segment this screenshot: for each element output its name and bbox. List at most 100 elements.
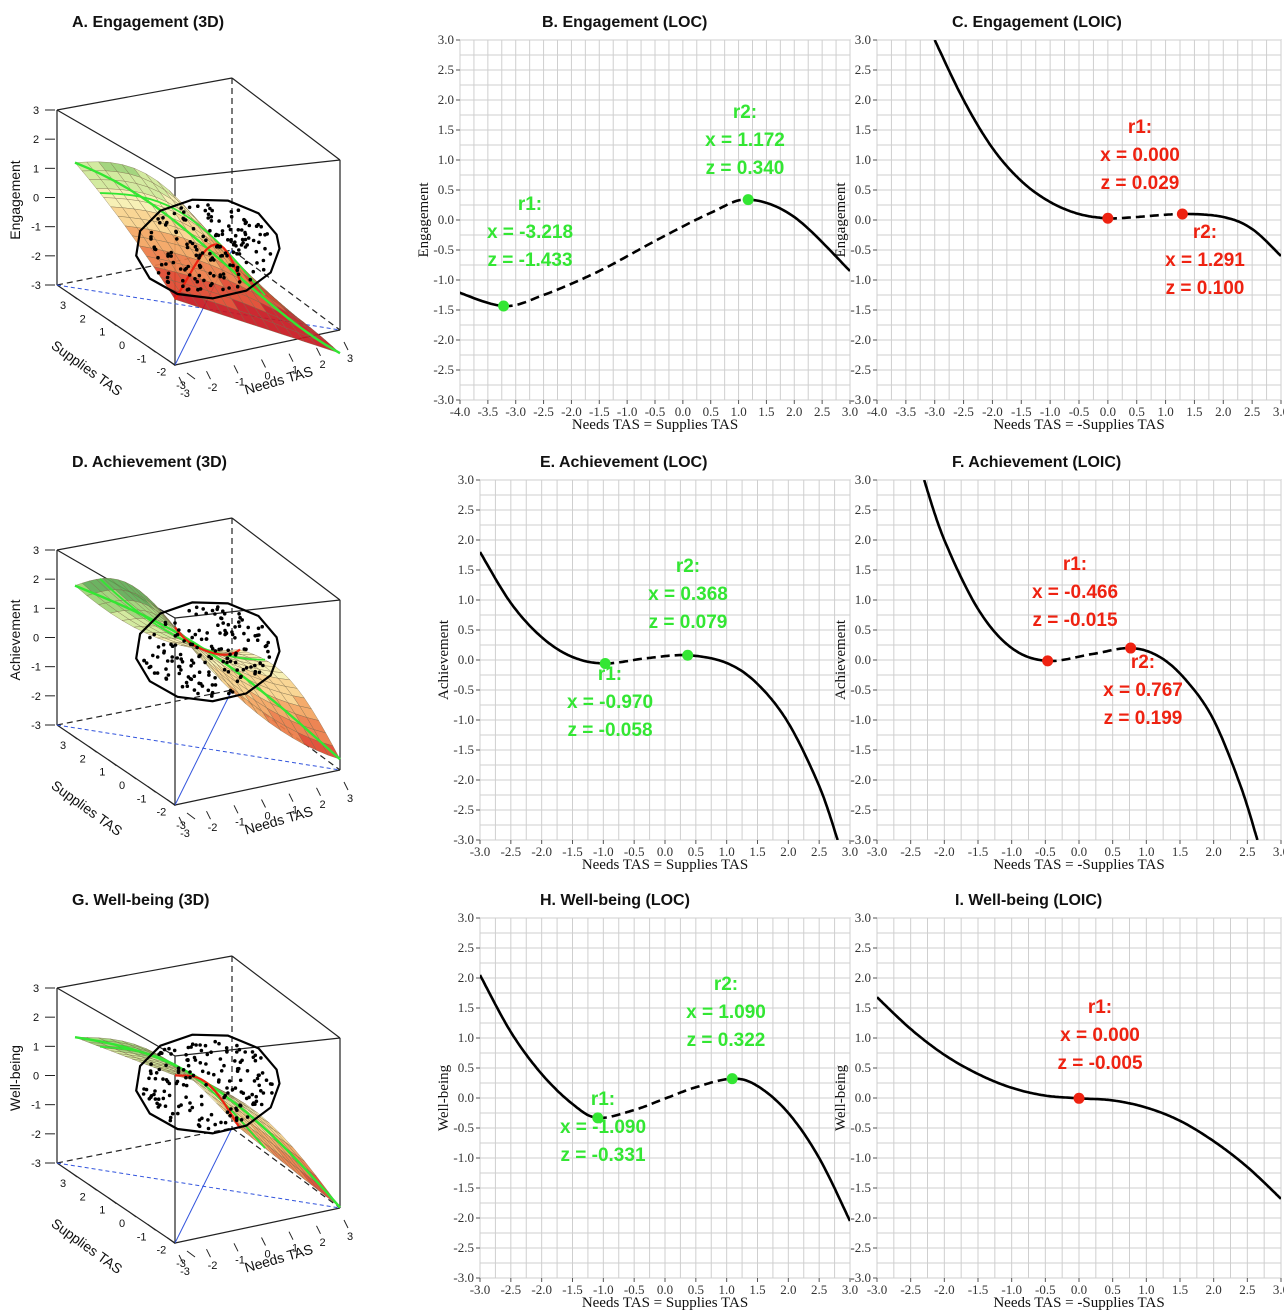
data-point — [233, 653, 238, 657]
data-point — [149, 1095, 153, 1099]
data-point — [185, 242, 189, 247]
x-tick-label: -2.0 — [531, 844, 552, 859]
data-point — [222, 612, 227, 616]
data-point — [254, 1094, 258, 1099]
data-point — [212, 1072, 216, 1077]
y-tick-label: -3 — [176, 820, 186, 832]
x-tick-label: 3.0 — [1273, 844, 1284, 859]
data-point — [216, 623, 220, 627]
data-point — [205, 1052, 210, 1057]
x-tick-label: -1.0 — [617, 404, 638, 419]
data-point — [148, 1069, 153, 1073]
data-point — [242, 631, 246, 636]
x-tick-label: 3.0 — [842, 404, 858, 419]
y-tick-label: -2.5 — [453, 1240, 474, 1255]
data-point — [196, 287, 200, 292]
data-point — [253, 663, 257, 668]
x-axis-label: Needs TAS = -Supplies TAS — [993, 1295, 1164, 1311]
y-tick-label: -1.0 — [850, 712, 871, 727]
stationary-point-r2 — [1176, 208, 1188, 220]
data-point — [253, 1058, 258, 1063]
data-point — [180, 660, 185, 664]
data-point — [197, 273, 202, 278]
annotation-r2-label: r2: — [1193, 222, 1217, 243]
y-tick-label: -3.0 — [850, 392, 871, 407]
annotation-r2-x: x = 1.291 — [1165, 250, 1245, 271]
data-point — [152, 245, 156, 249]
x-tick-label: -0.5 — [624, 844, 645, 859]
data-point — [183, 218, 188, 222]
data-point — [228, 263, 232, 267]
data-point — [184, 1075, 188, 1080]
curve-solid-right — [687, 654, 839, 840]
x-tick-mark — [343, 341, 349, 351]
z-axis-label: Achievement — [7, 599, 23, 680]
data-point — [192, 688, 197, 692]
y-tick-mark — [127, 1210, 137, 1218]
x-axis-label: Needs TAS — [243, 1241, 315, 1276]
data-point — [193, 277, 197, 281]
data-point — [222, 1095, 226, 1100]
x-tick-label: -2.0 — [934, 1282, 955, 1297]
box-edge — [174, 769, 341, 806]
y-tick-mark — [88, 745, 97, 753]
annotation-r1-x: x = -3.218 — [487, 222, 573, 243]
y-tick-label: 2 — [80, 1191, 86, 1203]
data-point — [169, 254, 173, 258]
data-point — [222, 1063, 226, 1068]
annotation-r1-z: z = 0.029 — [1101, 173, 1180, 194]
x-tick-label: 2.5 — [1239, 844, 1255, 859]
y-axis-label: Supplies TAS — [48, 777, 125, 839]
x-tick-label: 1.0 — [719, 844, 735, 859]
y-tick-label: -3 — [176, 380, 186, 392]
data-point — [190, 635, 194, 640]
y-tick-label: 0.0 — [458, 1090, 474, 1105]
data-point — [190, 658, 194, 663]
data-point — [235, 268, 240, 273]
annotation-r1-label: r1: — [518, 194, 542, 215]
y-tick-label: 0.0 — [855, 212, 871, 227]
data-point — [172, 1048, 177, 1053]
data-point — [238, 1103, 242, 1107]
data-point — [213, 649, 218, 653]
data-point — [259, 1056, 263, 1060]
y-tick-label: -1.5 — [850, 742, 871, 757]
data-point — [210, 608, 215, 613]
data-point — [226, 1091, 230, 1095]
data-point — [263, 246, 267, 251]
y-axis-label: Well-being — [833, 1064, 849, 1131]
data-point — [153, 1076, 158, 1081]
data-point — [212, 274, 216, 278]
y-tick-mark — [167, 799, 176, 807]
curve-solid-left — [480, 551, 606, 665]
x-tick-label: -3.0 — [470, 1282, 491, 1297]
z-tick-label: 2 — [33, 574, 39, 586]
y-tick-label: 1 — [99, 1205, 105, 1217]
chart-panel-F: F. Achievement (LOIC) -3.0 -2.5 -2.0 -1.5 -1.… — [833, 454, 1284, 873]
x-tick-label: 1.5 — [749, 1282, 765, 1297]
x-tick-label: 0.5 — [1105, 844, 1121, 859]
x-tick-label: 0.0 — [675, 404, 691, 419]
data-point — [235, 668, 239, 672]
x-tick-mark — [178, 816, 184, 826]
data-point — [238, 1078, 243, 1083]
x-tick-label: -3.0 — [867, 844, 888, 859]
data-point — [222, 275, 226, 280]
data-point — [200, 1102, 204, 1107]
x-tick-label: -3.5 — [896, 404, 917, 419]
y-tick-label: 2.5 — [458, 502, 474, 517]
y-tick-label: -2 — [156, 367, 166, 379]
data-point — [254, 1099, 259, 1104]
y-tick-mark — [108, 1197, 117, 1205]
annotation-r2-label: r2: — [1131, 652, 1155, 673]
data-point — [261, 663, 265, 668]
data-point — [190, 1105, 195, 1110]
data-point — [165, 275, 170, 280]
data-point — [173, 643, 178, 647]
data-point — [195, 279, 200, 284]
data-point — [191, 1073, 196, 1078]
curve-solid-right — [1182, 212, 1281, 257]
y-tick-label: 3 — [60, 300, 66, 312]
line-of-congruence-secondary — [99, 578, 266, 661]
data-point — [185, 245, 190, 250]
